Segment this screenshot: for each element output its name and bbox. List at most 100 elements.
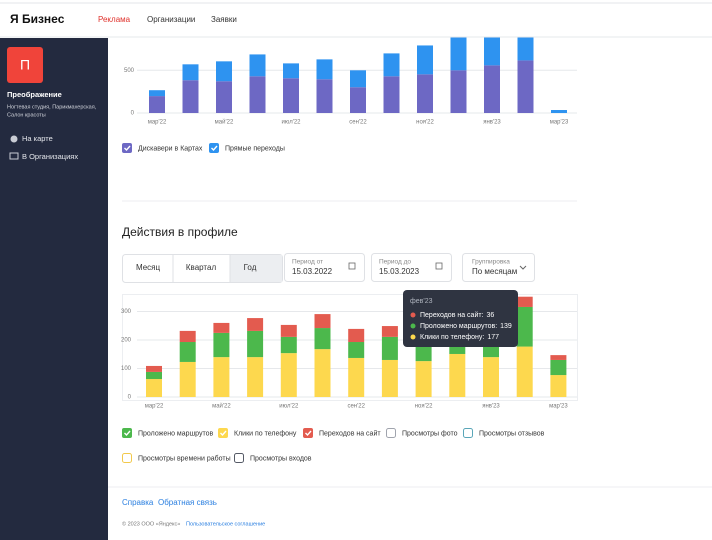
bar-segment [449,353,466,397]
bar-segment [450,70,467,113]
tooltip-label: Проложено маршрутов: [420,323,497,330]
period-switch: Месяц Квартал Год [122,254,283,283]
calendar-icon [435,262,443,270]
legend-label: Просмотры фото [402,430,458,437]
bar-segment [146,379,162,397]
bar-segment [216,61,232,82]
traffic-chart: 0 500 мар'22 май'22 июл'22 сен'22 ноя'22 янв'23… [124,37,577,126]
bar-segment [484,65,500,113]
input-label: Группировка [472,259,510,266]
check [211,145,218,152]
agreement-link[interactable]: Пользовательское соглашение [186,521,265,527]
nav-item[interactable]: Организации [147,15,195,24]
bar-segment [381,336,398,360]
bar-segment [213,357,230,397]
tooltip-title: фев'23 [410,298,433,305]
section-title: Действия в профиле [122,225,238,239]
date-from[interactable]: Период от 15.03.2022 [284,253,365,282]
bar-segment [350,70,366,88]
checkbox[interactable] [386,428,396,438]
footer-link[interactable]: Обратная связь [158,498,217,507]
x-tick-label: май'22 [212,403,231,410]
bar-segment [516,306,533,347]
period-option[interactable]: Месяц [136,263,161,272]
org-icon [9,152,19,160]
date-to[interactable]: Период до 15.03.2023 [371,253,452,282]
input-frame[interactable] [462,253,535,282]
bar-segment [247,330,264,358]
checkbox[interactable] [122,428,132,438]
tooltip-item: Клики по телефону: 177 [420,334,499,341]
checkbox[interactable] [122,143,132,153]
y-tick-label: 0 [128,395,132,401]
org-description: Ногтевая студия, Парикмахерская, [7,104,97,110]
x-tick-label: май'22 [215,119,234,126]
input-value: 15.03.2023 [379,267,420,276]
bar-segment [213,332,230,358]
header [0,0,712,37]
bar-segment [182,64,199,81]
bar-segment [517,37,534,61]
input-value: По месяцам [472,267,517,276]
checkbox[interactable] [122,453,132,463]
bar-segment [314,349,331,397]
input-frame[interactable] [371,253,452,282]
tooltip-label: Клики по телефону: [420,334,484,341]
tooltip-dot [410,312,416,318]
bar-segment [483,357,499,397]
x-tick-label: ноя'22 [416,120,434,126]
bar-segment [415,361,432,397]
bar-segment [348,342,365,358]
y-tick-label: 500 [124,68,135,74]
checkbox[interactable] [303,428,313,438]
legend-label: Просмотры входов [250,455,312,462]
sidebar-link[interactable]: На карте [22,134,53,143]
nav-item[interactable]: Реклама [98,15,131,24]
bar-segment [348,328,365,343]
bar-segment [450,37,467,71]
y-tick-label: 100 [121,366,132,372]
x-tick-label: мар'22 [148,120,167,126]
period-option[interactable]: Год [244,263,257,272]
tooltip-item: Проложено маршрутов: 139 [420,323,512,330]
bar-segment [383,76,400,113]
bar-segment [484,37,500,66]
check [220,430,227,437]
checkbox[interactable] [218,428,228,438]
bar-segment [280,324,297,337]
bar-segment [348,357,365,397]
x-tick-label: июл'22 [281,120,301,126]
bar-segment [146,371,162,380]
grouping-select[interactable]: Группировка По месяцам [462,253,535,282]
x-tick-label: сен'22 [347,404,365,410]
footer-link[interactable]: Справка [122,498,154,507]
tooltip-dot [410,323,416,329]
period-option[interactable]: Квартал [186,263,217,272]
checkbox[interactable] [209,143,219,153]
sidebar-link[interactable]: В Организациях [22,152,78,161]
bar-segment [149,90,165,97]
bar-segment [316,59,333,80]
bar-segment [247,357,264,397]
avatar [7,47,43,83]
check [124,430,131,437]
bar-segment [179,342,196,362]
sidebar [0,38,108,540]
legend-label: Прямые переходы [225,145,285,152]
check [124,145,131,152]
org-name: Преображение [7,90,62,99]
copyright: © 2023 ООО «Яндекс» [122,520,180,527]
checkbox[interactable] [234,453,244,463]
bar-segment [383,53,400,77]
bar-segment [550,359,567,376]
logo[interactable]: Я Бизнес [10,12,65,26]
input-frame[interactable] [284,253,365,282]
avatar-letter: П [20,57,30,73]
x-tick-label: янв'23 [482,404,500,410]
checkbox[interactable] [463,428,473,438]
bar-segment [280,353,297,397]
x-tick-label: мар'23 [549,404,568,410]
check [305,430,312,437]
nav-item[interactable]: Заявки [211,15,237,24]
bar-segment [316,79,333,113]
